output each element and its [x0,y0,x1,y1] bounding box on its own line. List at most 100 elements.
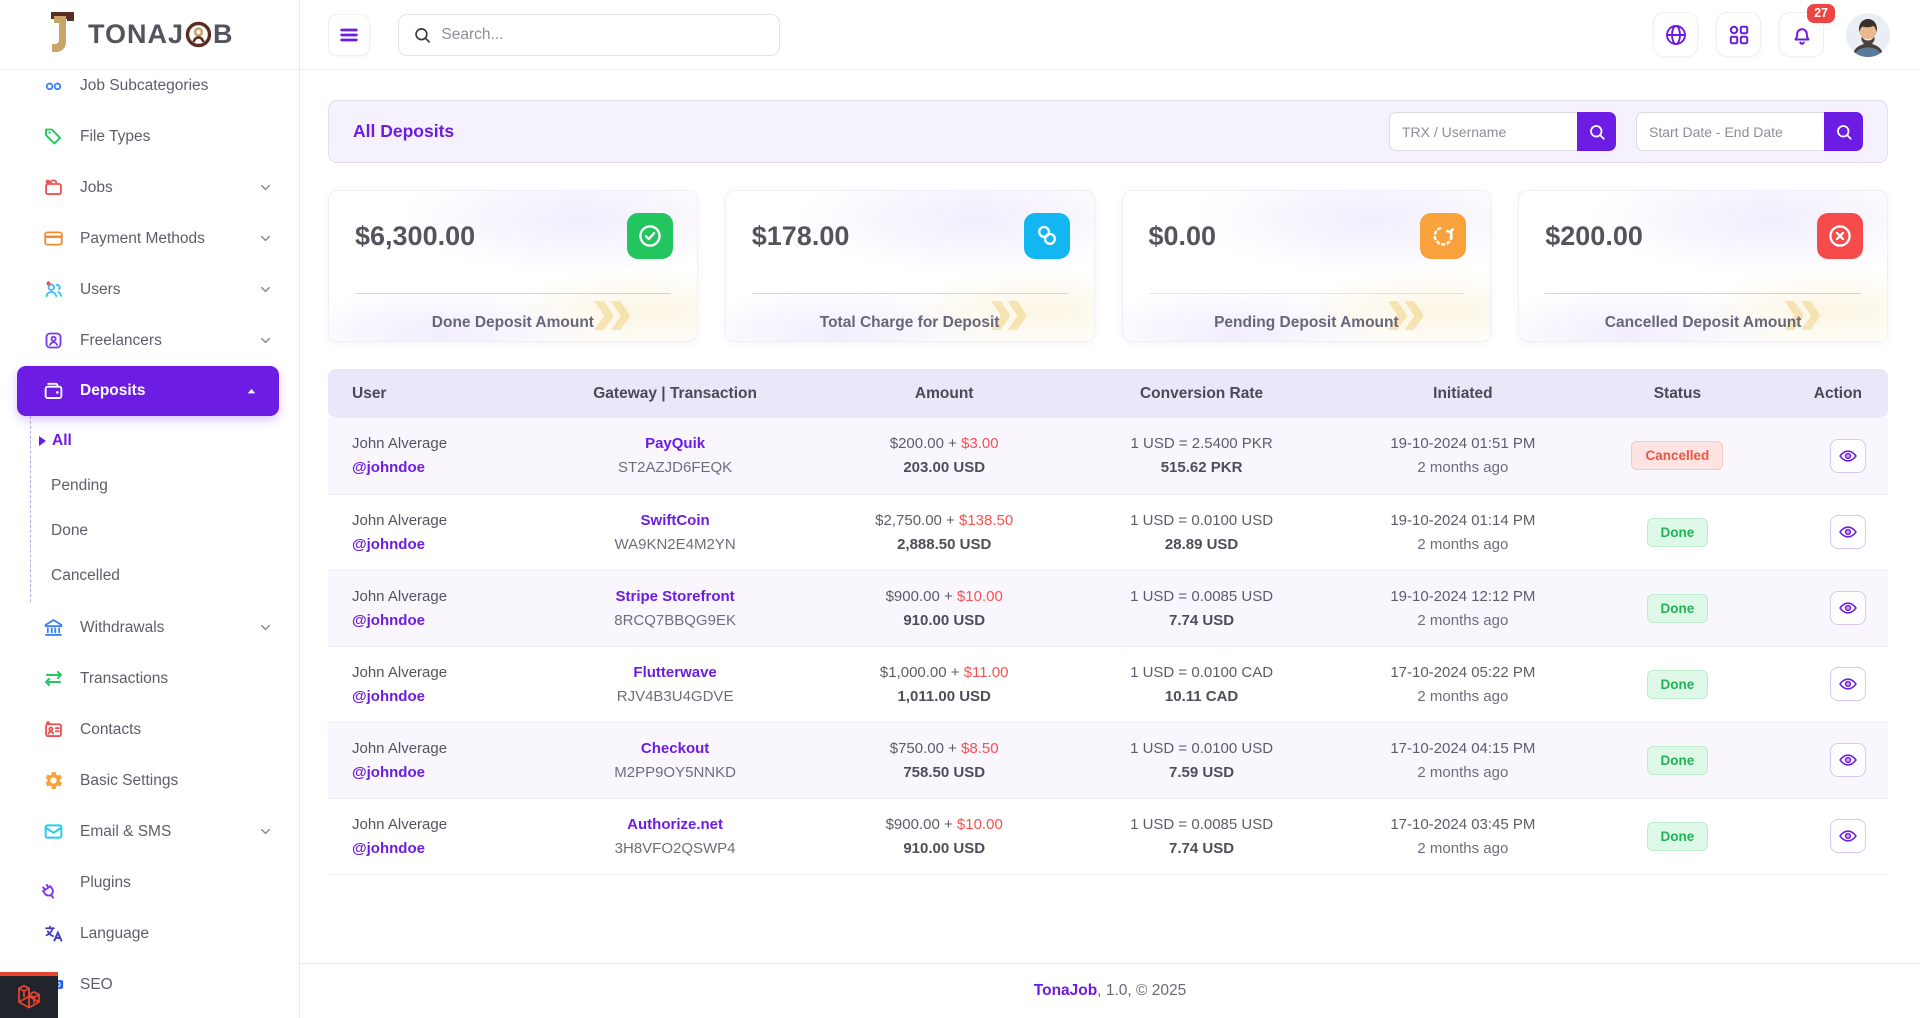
sidebar-item-email-sms[interactable]: Email & SMS [0,806,299,857]
trx-username-input[interactable] [1389,112,1577,151]
users-icon [42,279,64,301]
date-search-button[interactable] [1824,112,1863,151]
sidebar-item-transactions[interactable]: Transactions [0,653,299,704]
globe-icon [1665,24,1686,45]
sidebar-item-contacts[interactable]: Contacts [0,704,299,755]
stat-card-pending: $0.00 Pending Deposit Amount [1121,190,1492,342]
table-row: John Alverage @johndoe Checkout M2PP9OY5… [328,722,1888,799]
search-icon [415,27,430,43]
sidebar-item-freelancers[interactable]: Freelancers [0,315,299,366]
sidebar-item-file-types[interactable]: File Types [0,111,299,162]
eye-icon [1839,678,1857,690]
trx-search-button[interactable] [1577,112,1616,151]
sidebar-item-users[interactable]: Users [0,264,299,315]
debugbar-toggle[interactable] [0,972,58,1018]
brand-logo[interactable]: TONAJ B [0,0,299,70]
view-details-button[interactable] [1830,515,1866,549]
submenu-item-pending[interactable]: Pending [51,476,108,494]
view-details-button[interactable] [1830,743,1866,777]
username-link[interactable]: @johndoe [352,611,425,629]
sidebar-item-payment-methods[interactable]: Payment Methods [0,213,299,264]
date-range-input[interactable] [1636,112,1824,151]
language-globe-button[interactable] [1653,12,1698,57]
conversion-rate: 1 USD = 2.5400 PKR [1130,435,1273,453]
envelope-icon [42,821,64,843]
conversion-total: 7.59 USD [1169,763,1235,781]
gateway-link[interactable]: Flutterwave [633,663,717,681]
eye-icon [1839,450,1857,462]
column-header-amount: Amount [811,369,1077,418]
eye-icon [1839,526,1857,538]
initiated-date: 17-10-2024 04:15 PM [1390,739,1536,757]
gateway-link[interactable]: Stripe Storefront [615,587,735,605]
deposits-submenu: All Pending Done Cancelled [30,416,299,602]
view-details-button[interactable] [1830,819,1866,853]
sidebar-item-job-subcategories[interactable]: Job Subcategories [0,70,299,111]
bank-icon [42,617,64,639]
global-search[interactable] [398,13,780,56]
coins-icon [1023,213,1070,259]
conversion-rate: 1 USD = 0.0085 USD [1130,587,1274,605]
gateway-link[interactable]: SwiftCoin [640,511,710,529]
gateway-link[interactable]: Checkout [640,739,710,757]
brand-mark-icon [42,10,82,59]
user-avatar[interactable] [1846,12,1890,57]
table-header-row: User Gateway | Transaction Amount Conver… [328,369,1888,418]
global-search-input[interactable] [441,25,765,44]
brand-wordmark-left: TONAJ [88,19,185,49]
stat-amount: $200.00 [1545,221,1643,251]
username-link[interactable]: @johndoe [352,839,425,857]
view-details-button[interactable] [1830,591,1866,625]
table-row: John Alverage @johndoe Stripe Storefront… [328,570,1888,647]
amount-charge: $8.50 [961,739,999,757]
submenu-item-cancelled[interactable]: Cancelled [51,566,120,584]
submenu-item-done[interactable]: Done [51,521,89,539]
sidebar-item-plugins[interactable]: Plugins [0,857,299,908]
chevron-down-icon [258,824,273,839]
sidebar-item-jobs[interactable]: Jobs [0,162,299,213]
notification-count-badge: 27 [1807,4,1835,23]
sidebar-item-language[interactable]: Language [0,908,299,959]
page-title-bar: All Deposits [328,100,1888,163]
footer-version-text: , 1.0, © 2025 [1097,982,1187,999]
sidebar-toggle-button[interactable] [328,13,370,56]
user-name: John Alverage [352,815,448,833]
conversion-total: 515.62 PKR [1160,459,1243,477]
transaction-id: ST2AZJD6FEQK [617,459,733,477]
gateway-link[interactable]: Authorize.net [627,815,724,833]
view-details-button[interactable] [1830,667,1866,701]
subcategories-icon [42,75,64,97]
notifications-button[interactable]: 27 [1779,4,1835,57]
submenu-item-all[interactable]: All [31,418,299,463]
sidebar-item-basic-settings[interactable]: Basic Settings [0,755,299,806]
initiated-ago: 2 months ago [1417,839,1509,857]
user-name: John Alverage [352,739,448,757]
username-link[interactable]: @johndoe [352,535,425,553]
view-details-button[interactable] [1830,438,1866,473]
bell-icon [1794,27,1809,45]
table-row: John Alverage @johndoe PayQuik ST2AZJD6F… [328,418,1888,495]
status-badge: Cancelled [1631,441,1724,471]
gateway-link[interactable]: PayQuik [645,435,706,453]
footer-brand-link[interactable]: TonaJob [1033,982,1098,999]
username-link[interactable]: @johndoe [352,763,425,781]
trx-filter [1389,112,1616,151]
apps-menu-button[interactable] [1716,12,1761,57]
credit-card-icon [42,228,64,250]
username-link[interactable]: @johndoe [352,687,425,705]
table-row: John Alverage @johndoe SwiftCoin WA9KN2E… [328,494,1888,571]
username-link[interactable]: @johndoe [352,459,425,477]
active-marker-icon [39,435,46,446]
sidebar-item-deposits[interactable]: Deposits [17,366,279,416]
column-header-status: Status [1599,369,1756,418]
sidebar-item-withdrawals[interactable]: Withdrawals [0,602,299,653]
initiated-date: 17-10-2024 05:22 PM [1390,663,1536,681]
stat-card-charge: $178.00 Total Charge for Deposit [724,190,1095,342]
search-icon [1836,124,1852,140]
initiated-ago: 2 months ago [1417,763,1509,781]
cancel-circle-icon [1817,213,1863,259]
status-badge: Done [1646,745,1709,775]
chevron-down-icon [258,282,273,297]
stat-card-done: $6,300.00 Done Deposit Amount [328,190,698,342]
gear-icon [42,770,64,792]
